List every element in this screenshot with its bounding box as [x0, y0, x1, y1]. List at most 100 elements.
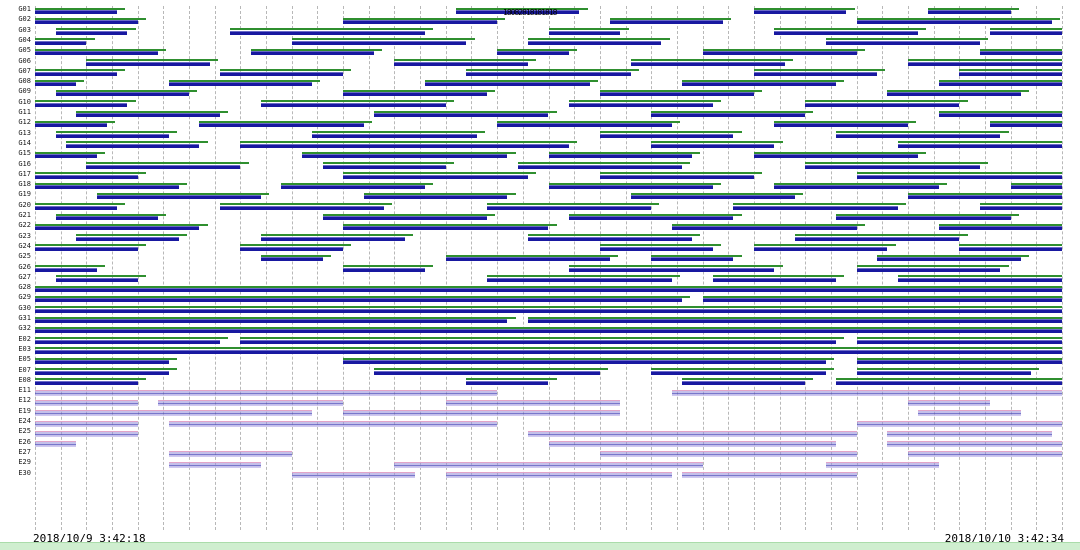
signal-green-line — [527, 38, 670, 41]
row-label: G28 — [18, 283, 31, 292]
visibility-bar — [35, 20, 138, 25]
row-label: G29 — [18, 293, 31, 302]
gridline — [1062, 6, 1063, 530]
signal-green-line — [86, 59, 218, 61]
visibility-bar — [599, 92, 754, 97]
visibility-bar — [569, 102, 713, 107]
visibility-bar — [774, 185, 939, 190]
row-label: G22 — [18, 221, 31, 230]
row-label: G27 — [18, 272, 31, 281]
signal-green-line — [35, 265, 105, 267]
visibility-bar — [527, 40, 662, 45]
signal-green-line — [219, 69, 352, 72]
signal-green-line — [35, 337, 229, 340]
row-label: E26 — [18, 437, 31, 446]
signal-green-line — [394, 59, 537, 61]
visibility-bar — [610, 20, 724, 25]
signal-green-line — [856, 337, 1062, 340]
visibility-bar — [35, 123, 107, 128]
row-label: G07 — [18, 66, 31, 75]
signal-green-line — [548, 182, 722, 185]
signal-green-line — [35, 368, 177, 370]
row-label: G04 — [18, 35, 31, 44]
row-label: E19 — [18, 406, 31, 415]
visibility-bar — [394, 61, 528, 66]
row-label: G26 — [18, 262, 31, 271]
visibility-bar — [548, 185, 713, 190]
visibility-bar — [35, 174, 138, 179]
signal-green-line — [825, 38, 989, 41]
visibility-bar-core — [856, 423, 1062, 425]
signal-green-line — [35, 378, 146, 381]
visibility-bar-core — [671, 392, 1062, 394]
visibility-bar — [753, 10, 847, 14]
visibility-bar-core — [887, 433, 1052, 435]
visibility-bar — [35, 349, 1062, 354]
signal-green-line — [260, 234, 413, 237]
gridline — [805, 6, 807, 530]
visibility-bar — [76, 236, 179, 241]
signal-green-line — [671, 223, 865, 226]
signal-green-line — [76, 110, 229, 113]
visibility-bar — [312, 133, 477, 138]
visibility-bar-core — [35, 413, 313, 415]
signal-green-line — [856, 357, 1062, 360]
signal-green-line — [753, 151, 927, 154]
visibility-bar — [55, 92, 190, 97]
gridline — [779, 6, 781, 530]
visibility-bar — [856, 267, 1001, 272]
signal-green-line — [281, 182, 434, 185]
visibility-bar — [35, 82, 77, 87]
visibility-bar — [548, 30, 621, 35]
visibility-bar-core — [35, 402, 138, 404]
gridline — [189, 6, 191, 530]
gridline — [214, 6, 216, 530]
visibility-bar — [260, 236, 405, 241]
visibility-bar — [856, 174, 1062, 179]
visibility-bar-core — [291, 475, 415, 476]
visibility-bar — [168, 461, 261, 468]
signal-green-line — [363, 192, 516, 195]
signal-green-line — [55, 28, 136, 31]
visibility-bar — [240, 143, 570, 148]
visibility-bar — [96, 195, 261, 200]
gridline — [291, 6, 293, 530]
visibility-bar — [897, 143, 1062, 148]
signal-green-line — [702, 48, 865, 51]
visibility-bar-core — [35, 444, 77, 446]
visibility-bar — [35, 389, 498, 396]
visibility-bar — [599, 451, 857, 458]
visibility-bar — [897, 277, 1062, 282]
visibility-bar — [343, 92, 487, 97]
visibility-bar — [517, 164, 682, 169]
visibility-bar — [671, 389, 1062, 396]
signal-green-line — [651, 368, 834, 370]
visibility-bar — [35, 226, 200, 231]
signal-green-line — [990, 120, 1062, 123]
signal-green-line — [753, 7, 855, 10]
signal-green-line — [712, 275, 845, 278]
row-label: G30 — [18, 303, 31, 312]
signal-green-line — [35, 316, 516, 319]
visibility-bar — [322, 216, 487, 220]
visibility-bar — [979, 205, 1062, 210]
signal-green-line — [168, 79, 321, 82]
signal-green-line — [774, 28, 927, 31]
row-label: G06 — [18, 56, 31, 65]
visibility-bar — [343, 267, 426, 272]
row-label: G01 — [18, 5, 31, 13]
visibility-bar — [753, 71, 878, 76]
visibility-bar — [35, 399, 138, 406]
visibility-bar — [35, 308, 1062, 313]
row-label: G08 — [18, 77, 31, 86]
visibility-bar-core — [445, 402, 621, 404]
visibility-bar — [35, 154, 97, 159]
visibility-bar — [456, 10, 580, 14]
row-label: G18 — [18, 180, 31, 189]
gridline — [471, 6, 473, 530]
visibility-bar — [887, 92, 1021, 97]
signal-green-line — [682, 378, 814, 381]
signal-green-line — [856, 368, 1040, 370]
visibility-bar — [527, 236, 693, 241]
signal-green-line — [805, 100, 968, 103]
